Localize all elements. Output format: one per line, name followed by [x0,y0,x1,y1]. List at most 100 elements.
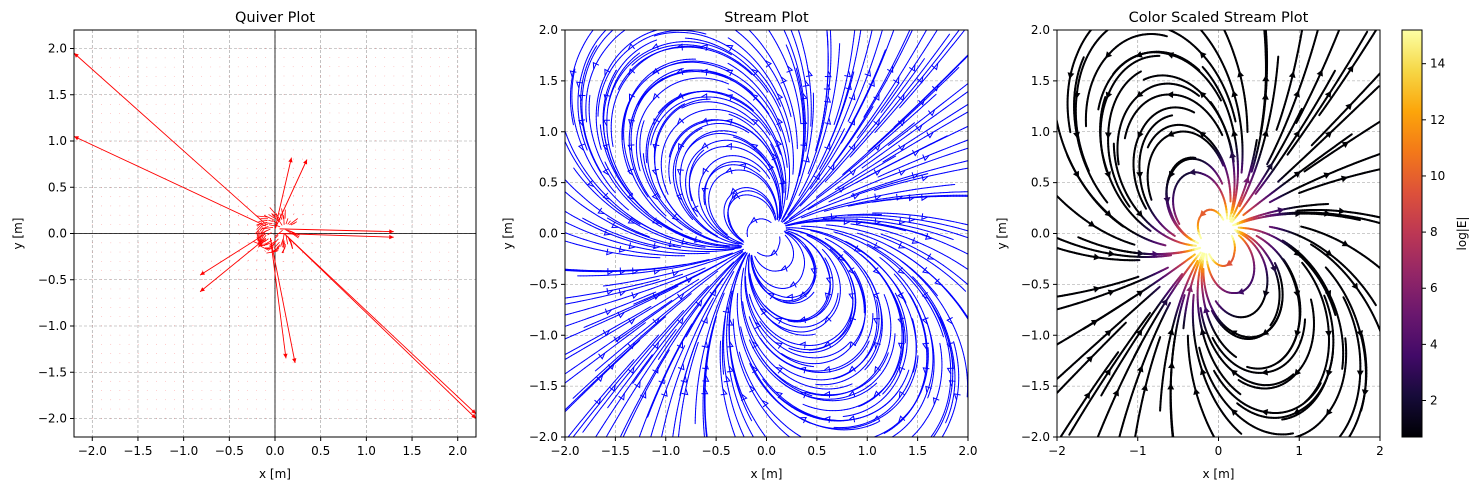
streamline-segment [577,394,581,398]
quiver-arrow-long [199,237,267,293]
streamline-segment [587,85,589,90]
quiver-arrow [282,242,286,248]
streamline-segment [627,366,631,370]
streamline-segment [603,421,606,426]
streamline-segment [603,344,608,348]
streamline-segment [611,390,615,395]
streamline-segment [618,322,623,325]
streamline-segment [655,342,659,346]
streamline-segment [582,137,585,142]
streamline-segment [619,375,623,379]
streamline-segment [638,178,642,183]
streamline-segment [662,63,667,67]
quiver-arrow [201,297,203,299]
streamline-segment [682,345,686,349]
streamline-segment [628,196,632,201]
streamline-segment [581,387,585,391]
streamline-segment [642,301,646,305]
streamline-segment [612,30,614,31]
streamline-segment [598,88,601,93]
streamline-segment [672,306,676,310]
streamline-segment [618,348,622,352]
streamline-segment [637,312,641,315]
streamline-segment [670,276,675,279]
streamline-segment [635,327,639,331]
streamline-segment [657,410,660,415]
streamline-segment [601,352,605,356]
streamline-segment [625,111,627,116]
streamline-segment [622,404,626,409]
streamline-segment [688,315,692,320]
streamline-segment [613,82,616,87]
streamline-segment [589,125,592,130]
streamline-segment [589,407,593,411]
quiver-arrow [293,213,295,216]
streamline-segment [635,286,640,289]
quiver-arrow [268,219,273,222]
streamline-segment [608,84,612,89]
streamline-segment [630,412,633,416]
streamline-segment [591,353,595,356]
streamline-segment [583,358,588,362]
streamline-segment [632,315,636,318]
streamline-segment [604,333,609,337]
streamline-segment [595,377,599,381]
streamline-segment [565,221,570,225]
streamline-segment [633,303,638,307]
quiver-arrow [311,204,313,206]
streamline-segment [594,45,598,49]
streamline-segment [650,374,654,379]
streamline-segment [681,312,685,316]
streamline-segment [605,329,610,333]
streamline-segment [600,189,604,193]
quiver-arrow [257,215,269,218]
streamline-segment [558,218,561,219]
streamline-segment [587,58,590,63]
streamline-segment [616,54,620,58]
streamline-segment [671,46,676,49]
streamline-segment [582,429,586,433]
streamline-segment [597,134,599,139]
streamline-segment [614,35,618,39]
streamline-segment [606,229,611,232]
streamline-segment [655,391,658,396]
streamline-segment [617,354,621,358]
streamline-segment [635,170,638,174]
streamline-segment [610,172,613,176]
streamline-segment [598,225,603,229]
streamline-segment [630,381,634,385]
streamline-segment [626,289,631,292]
streamline-segment [606,416,610,421]
streamline-segment [603,177,607,182]
streamline-segment [643,214,648,218]
streamline-segment [593,158,597,163]
streamline-segment [617,171,621,176]
streamline-segment [665,225,669,229]
quiver-arrow [338,251,340,253]
streamline-segment [579,140,582,145]
streamline-segment [611,354,615,358]
streamline-segment [560,340,563,341]
streamline-segment [670,228,674,232]
streamline-segment [620,235,625,238]
streamline-segment [673,328,677,333]
streamline-segment [624,348,628,352]
streamline-segment [672,230,677,233]
streamline-segment [642,358,645,363]
streamline-segment [608,159,611,164]
streamline-segment [618,212,622,216]
streamline-segment [616,401,620,405]
streamline-segment [587,415,591,419]
streamline-segment [628,327,633,331]
quiver-arrow [292,270,294,272]
streamline-segment [589,338,594,342]
streamline-segment [636,401,639,405]
streamline-segment [612,37,616,42]
streamline-segment [624,117,626,122]
quiver-arrow [320,195,322,197]
streamline-segment [640,393,643,397]
streamline-segment [590,46,594,51]
streamline-segment [627,191,630,195]
streamline-segment [630,342,635,346]
streamline-segment [596,249,601,251]
